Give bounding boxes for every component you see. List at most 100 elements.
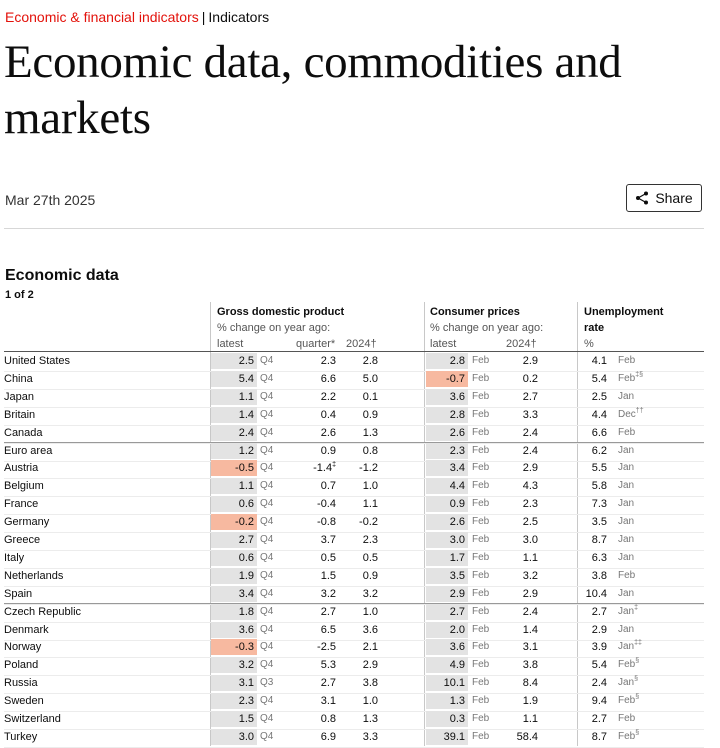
cpi-header: Consumer prices % change on year ago: xyxy=(430,304,543,336)
gdp-quarter-value: 0.4 xyxy=(320,408,336,421)
gdp-quarter-value: 2.6 xyxy=(320,426,336,439)
cpi-2024: 3.2 xyxy=(522,569,538,582)
country-name: Netherlands xyxy=(4,569,64,582)
unemp-title: Unemployment xyxy=(584,306,664,318)
gdp-quarter: 3.7 xyxy=(298,532,336,548)
row-divider xyxy=(4,460,704,462)
table-row: France 0.6 Q4 -0.4 1.1 0.9 Feb 2.3 7.3 Jan xyxy=(4,496,704,516)
breadcrumb-section-link[interactable]: Economic & financial indicators xyxy=(5,9,199,25)
breadcrumb-separator: | xyxy=(201,9,206,25)
row-divider xyxy=(4,388,704,390)
group-divider xyxy=(4,441,704,443)
column-divider xyxy=(210,302,211,746)
gdp-quarter-value: 2.7 xyxy=(320,605,336,618)
gdp-2024: 3.8 xyxy=(362,677,378,690)
cpi-period: Feb xyxy=(472,444,490,456)
country-name: Denmark xyxy=(4,623,49,636)
row-divider xyxy=(4,514,704,516)
unemployment-period: Feb xyxy=(618,353,635,369)
gdp-latest: 2.4 xyxy=(211,424,257,441)
cpi-2024: 2.9 xyxy=(522,355,538,367)
gdp-period: Q4 xyxy=(260,516,274,528)
unemployment-period: Feb xyxy=(618,568,635,584)
country-name: Poland xyxy=(4,659,39,672)
unemployment-rate: 5.8 xyxy=(591,480,607,493)
row-divider xyxy=(4,496,704,498)
cpi-2024: 58.4 xyxy=(516,730,538,743)
cpi-latest: 2.0 xyxy=(426,621,468,638)
cpi-2024: 2.9 xyxy=(522,587,538,600)
gdp-period: Q4 xyxy=(260,695,274,707)
unemployment-rate: 3.9 xyxy=(591,641,607,654)
unemployment-rate: 6.2 xyxy=(591,444,607,457)
cpi-2024: 3.0 xyxy=(522,534,538,546)
table-row: China 5.4 Q4 6.6 5.0 -0.7 Feb 0.2 5.4 Feb‡§ xyxy=(4,370,704,390)
table-row: Austria -0.5 Q4 -1.4‡ -1.2 3.4 Feb 2.9 5.5 Jan xyxy=(4,460,704,480)
unemployment-rate: 2.7 xyxy=(591,713,607,725)
country-name: Euro area xyxy=(4,444,53,457)
unemployment-rate: 2.5 xyxy=(591,390,607,403)
gdp-latest: 2.5 xyxy=(211,353,257,369)
cpi-period: Feb xyxy=(472,659,490,671)
gdp-quarter: 5.3 xyxy=(298,657,336,673)
cpi-2024: 2.4 xyxy=(522,605,538,618)
country-name: Spain xyxy=(4,587,33,600)
unemployment-period: Jan xyxy=(618,550,634,566)
gdp-2024: -0.2 xyxy=(359,516,378,529)
gdp-quarter-value: 2.3 xyxy=(320,355,336,367)
gdp-2024: 1.3 xyxy=(362,713,378,725)
cpi-latest: 0.9 xyxy=(426,496,468,513)
unemployment-period-value: Feb xyxy=(618,659,636,671)
gdp-quarter-value: 0.8 xyxy=(320,713,336,725)
table-header-rule xyxy=(4,351,704,352)
cpi-latest: -0.7 xyxy=(426,370,468,387)
country-name: France xyxy=(4,498,39,511)
share-icon xyxy=(636,191,649,205)
unemployment-period-value: Jan xyxy=(618,551,635,563)
gdp-quarter-value: 6.6 xyxy=(320,372,336,385)
gdp-col-latest: latest xyxy=(217,338,244,350)
unemployment-period: Jan‡ xyxy=(618,604,638,620)
breadcrumb-page-link[interactable]: Indicators xyxy=(208,9,270,25)
unemployment-rate: 9.4 xyxy=(591,695,607,708)
footnote-mark: § xyxy=(635,693,640,701)
gdp-latest: -0.2 xyxy=(211,514,257,531)
gdp-2024: 1.0 xyxy=(362,480,378,493)
gdp-period: Q4 xyxy=(260,730,274,742)
cpi-period: Feb xyxy=(472,372,490,384)
unemployment-rate: 3.5 xyxy=(591,516,607,529)
unemployment-period: Jan xyxy=(618,496,634,512)
share-button[interactable]: Share xyxy=(626,184,702,212)
unemployment-rate: 4.1 xyxy=(591,355,607,367)
gdp-latest: 2.7 xyxy=(211,532,257,548)
table-row: Norway -0.3 Q4 -2.5 2.1 3.6 Feb 3.1 3.9 Jan‡‡ xyxy=(4,639,704,659)
row-divider xyxy=(4,532,704,534)
cpi-period: Feb xyxy=(472,569,490,581)
unemp-header: Unemployment rate xyxy=(584,304,663,336)
gdp-quarter: 0.8 xyxy=(298,711,336,727)
gdp-quarter: 3.1 xyxy=(298,693,336,709)
gdp-period: Q4 xyxy=(260,498,274,510)
gdp-quarter: 2.7 xyxy=(298,604,336,620)
page-title: Economic data, commodities and markets xyxy=(4,36,622,144)
gdp-period: Q4 xyxy=(260,390,274,402)
cpi-period: Feb xyxy=(472,516,490,528)
cpi-period: Feb xyxy=(472,426,490,438)
gdp-quarter-value: 1.5 xyxy=(320,569,336,582)
table-row: Belgium 1.1 Q4 0.7 1.0 4.4 Feb 4.3 5.8 Jan xyxy=(4,478,704,498)
gdp-latest: 1.5 xyxy=(211,711,257,727)
unemployment-period: Jan xyxy=(618,514,634,530)
unemployment-rate: 2.7 xyxy=(591,605,607,618)
cpi-latest: 2.9 xyxy=(426,585,468,602)
row-divider xyxy=(4,371,704,372)
gdp-period: Q4 xyxy=(260,355,274,366)
cpi-2024: 1.1 xyxy=(522,713,538,725)
table-row: Spain 3.4 Q4 3.2 3.2 2.9 Feb 2.9 10.4 Jan xyxy=(4,585,704,605)
unemployment-period: Jan‡‡ xyxy=(618,639,642,655)
gdp-quarter-value: 6.5 xyxy=(320,623,336,636)
gdp-quarter-value: 3.1 xyxy=(320,695,336,708)
cpi-latest: 3.6 xyxy=(426,639,468,656)
gdp-title: Gross domestic product xyxy=(217,306,345,318)
gdp-2024: 2.1 xyxy=(362,641,378,654)
unemployment-period: Feb§ xyxy=(618,657,639,673)
